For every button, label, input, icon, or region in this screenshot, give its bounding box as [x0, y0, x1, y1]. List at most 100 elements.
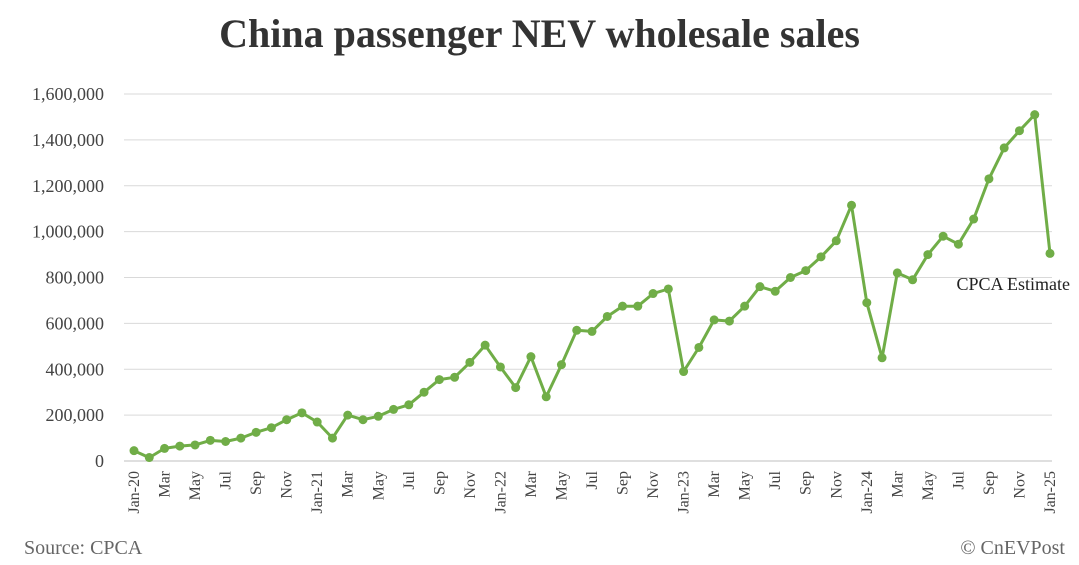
data-point	[495, 362, 505, 372]
data-point	[190, 440, 200, 450]
x-tick-label: Nov	[645, 471, 662, 499]
y-tick-label: 1,200,000	[32, 176, 104, 196]
data-point	[297, 408, 307, 418]
data-point	[312, 417, 322, 427]
x-tick-label: Nov	[1011, 471, 1028, 499]
x-tick-label: Nov	[828, 471, 845, 499]
x-tick-label: Jan-21	[309, 471, 326, 514]
x-tick-label: Jul	[401, 470, 418, 489]
y-tick-label: 200,000	[46, 405, 105, 425]
x-tick-label: Jul	[767, 470, 784, 489]
data-point	[511, 383, 521, 393]
credit-label: © CnEVPost	[960, 537, 1065, 559]
data-point	[144, 453, 154, 463]
data-point	[770, 286, 780, 296]
x-tick-label: Sep	[248, 471, 265, 495]
data-point	[709, 315, 719, 325]
data-point	[999, 143, 1009, 153]
x-tick-label: Jan-22	[492, 471, 509, 514]
data-point	[892, 268, 902, 278]
data-point	[373, 411, 383, 421]
y-tick-label: 400,000	[46, 359, 105, 379]
x-tick-label: May	[187, 471, 204, 500]
data-point	[526, 352, 536, 362]
y-tick-label: 1,400,000	[32, 130, 104, 150]
data-point	[327, 433, 337, 443]
x-tick-label: May	[370, 471, 387, 500]
data-point	[404, 400, 414, 410]
data-point	[969, 214, 979, 224]
data-point	[465, 357, 475, 367]
x-tick-label: Sep	[431, 471, 448, 495]
data-point	[877, 353, 887, 363]
data-point	[724, 316, 734, 326]
x-tick-label: Jan-20	[126, 471, 143, 514]
x-tick-label: Jan-23	[676, 471, 693, 514]
data-point	[740, 301, 750, 311]
data-point	[175, 441, 185, 451]
data-point	[755, 282, 765, 292]
data-point	[953, 239, 963, 249]
data-point	[450, 372, 460, 382]
y-tick-label: 0	[95, 451, 104, 471]
data-point	[785, 273, 795, 282]
data-point	[679, 367, 689, 377]
x-tick-label: Mar	[889, 470, 906, 497]
data-point	[602, 311, 612, 321]
data-point	[663, 284, 673, 294]
series-line	[133, 113, 1052, 460]
data-point	[389, 404, 399, 414]
x-tick-label: Nov	[462, 471, 479, 499]
data-point	[541, 392, 551, 402]
data-point	[984, 174, 994, 184]
data-point	[129, 446, 139, 456]
source-label: Source: CPCA	[24, 537, 143, 559]
x-tick-label: Jul	[218, 470, 235, 489]
y-tick-label: 800,000	[46, 268, 105, 288]
data-point	[587, 326, 597, 336]
data-point	[205, 435, 215, 445]
data-point	[282, 415, 292, 425]
x-tick-label: Mar	[706, 470, 723, 497]
x-tick-label: Mar	[523, 470, 540, 497]
data-point	[358, 415, 368, 425]
data-point	[908, 275, 918, 285]
x-tick-label: Jul	[950, 470, 967, 489]
data-point	[221, 437, 231, 447]
chart-title: China passenger NEV wholesale sales	[219, 11, 860, 56]
data-point	[618, 301, 628, 311]
data-point	[694, 342, 704, 352]
data-point	[801, 266, 811, 276]
y-tick-label: 600,000	[46, 313, 105, 333]
data-point	[419, 387, 429, 397]
y-tick-label: 1,000,000	[32, 222, 104, 242]
data-point	[1014, 126, 1024, 136]
data-point	[862, 298, 872, 308]
x-tick-label: Jan-25	[1042, 471, 1059, 514]
data-point	[1030, 110, 1040, 120]
x-tick-label: May	[553, 471, 570, 500]
y-tick-label: 1,600,000	[32, 84, 104, 104]
x-tick-label: Sep	[981, 471, 998, 495]
data-point	[816, 252, 826, 262]
data-point	[847, 200, 857, 210]
data-point	[251, 427, 261, 437]
data-point	[1045, 248, 1055, 258]
x-tick-label: Sep	[615, 471, 632, 495]
data-point	[343, 410, 353, 420]
data-point	[480, 340, 490, 350]
data-point	[648, 289, 658, 299]
x-tick-label: Jan-24	[859, 471, 876, 514]
data-point	[938, 231, 948, 241]
x-tick-label: Jul	[584, 470, 601, 489]
x-tick-label: Sep	[798, 471, 815, 495]
data-point	[923, 250, 933, 260]
data-point	[572, 325, 582, 335]
x-tick-label: Nov	[279, 471, 296, 499]
x-tick-label: May	[737, 471, 754, 500]
data-point	[831, 236, 841, 246]
data-point	[160, 443, 170, 453]
data-point	[236, 433, 246, 443]
